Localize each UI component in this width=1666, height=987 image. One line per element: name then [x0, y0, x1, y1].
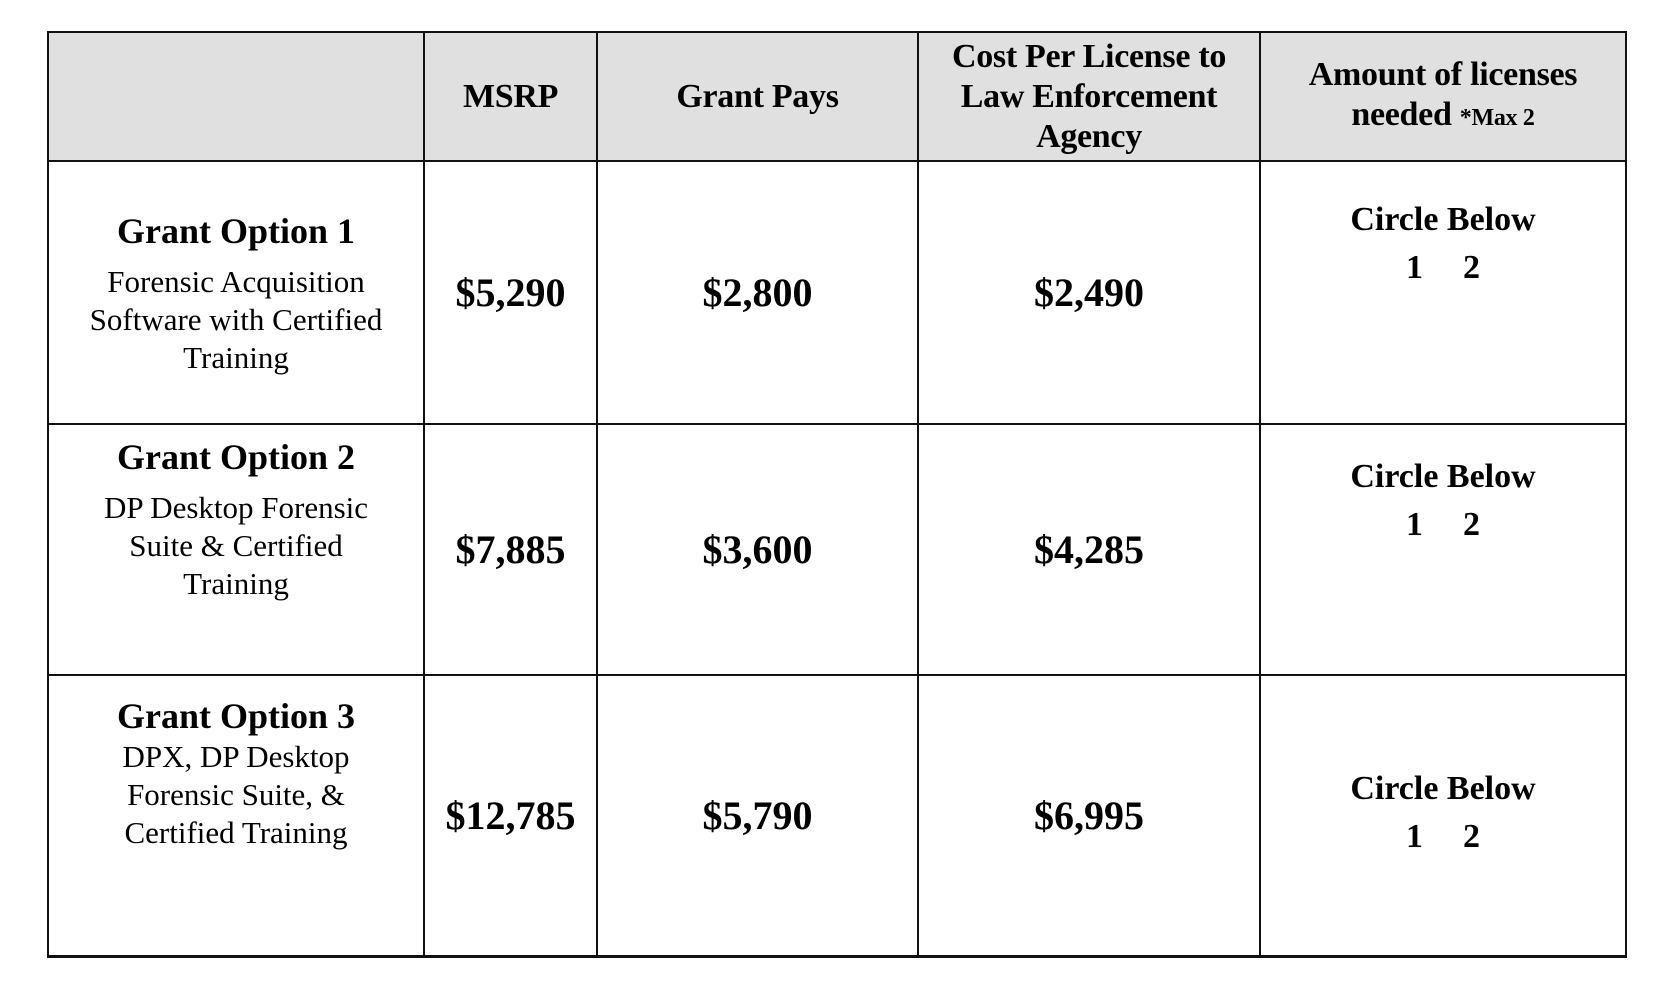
license-count-cell: Circle Below 1 2: [1259, 423, 1627, 676]
choice-2[interactable]: 2: [1463, 818, 1480, 856]
choice-2[interactable]: 2: [1463, 506, 1480, 543]
option-title: Grant Option 1: [116, 210, 356, 251]
license-count-cell: Circle Below 1 2: [1259, 160, 1627, 425]
choice-1[interactable]: 1: [1406, 818, 1423, 856]
cost-per-license-value: $2,490: [917, 160, 1261, 425]
option-cell: Grant Option 1 Forensic Acquisition Soft…: [47, 160, 425, 425]
msrp-value: $12,785: [423, 674, 598, 958]
option-cell: Grant Option 2 DP Desktop Forensic Suite…: [47, 423, 425, 676]
header-grant-pays: Grant Pays: [596, 31, 919, 162]
table-row: Grant Option 1 Forensic Acquisition Soft…: [47, 160, 1627, 425]
option-title: Grant Option 3: [116, 696, 356, 736]
table-row: Grant Option 2 DP Desktop Forensic Suite…: [47, 423, 1627, 676]
option-title: Grant Option 2: [116, 437, 356, 477]
option-description: DP Desktop Forensic Suite & Certified Tr…: [103, 490, 369, 601]
choice-1[interactable]: 1: [1406, 249, 1423, 286]
table-row: Grant Option 3 DPX, DP Desktop Forensic …: [47, 674, 1627, 958]
choice-2[interactable]: 2: [1463, 249, 1480, 286]
msrp-value: $7,885: [423, 423, 598, 676]
circle-below-label: Circle Below: [1350, 770, 1536, 808]
header-amount-label: Amount of licenses needed: [1308, 56, 1578, 133]
option-cell: Grant Option 3 DPX, DP Desktop Forensic …: [47, 674, 425, 958]
cost-per-license-value: $6,995: [917, 674, 1261, 958]
license-count-cell: Circle Below 1 2: [1259, 674, 1627, 958]
choice-1[interactable]: 1: [1406, 506, 1423, 543]
msrp-value: $5,290: [423, 160, 598, 425]
grant-options-table: MSRP Grant Pays Cost Per License to Law …: [47, 31, 1627, 958]
grant-pays-value: $5,790: [596, 674, 919, 958]
grant-pays-value: $2,800: [596, 160, 919, 425]
circle-below-label: Circle Below: [1350, 458, 1536, 495]
header-cost-per-license: Cost Per License to Law Enforcement Agen…: [917, 31, 1261, 162]
grant-pays-value: $3,600: [596, 423, 919, 676]
cost-per-license-value: $4,285: [917, 423, 1261, 676]
header-max-note: *Max 2: [1459, 105, 1535, 131]
header-row: MSRP Grant Pays Cost Per License to Law …: [47, 31, 1627, 162]
option-description: Forensic Acquisition Software with Certi…: [89, 263, 383, 375]
option-description: DPX, DP Desktop Forensic Suite, & Certif…: [122, 739, 350, 850]
header-msrp: MSRP: [423, 31, 598, 162]
circle-below-label: Circle Below: [1350, 201, 1536, 238]
header-amount-licenses: Amount of licenses needed *Max 2: [1259, 31, 1627, 162]
header-empty: [47, 31, 425, 162]
